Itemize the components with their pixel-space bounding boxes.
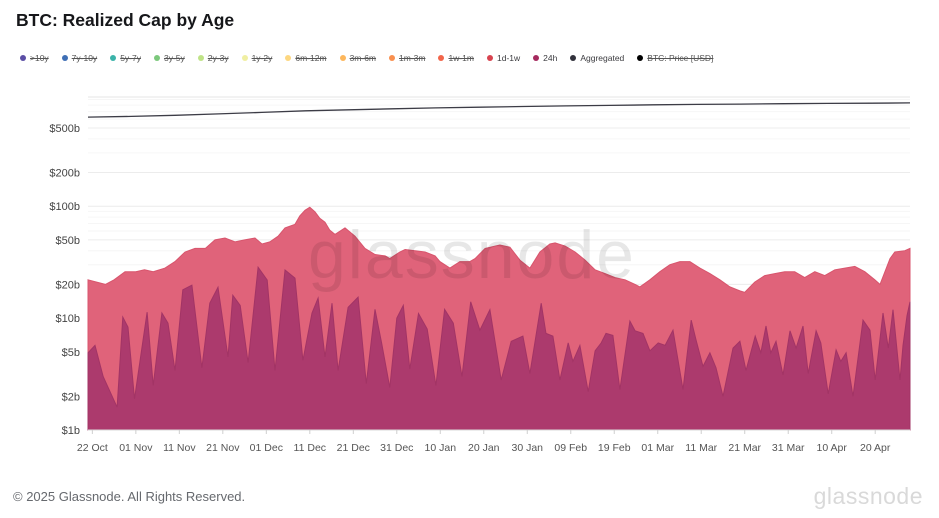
svg-text:10 Jan: 10 Jan	[425, 442, 457, 454]
svg-text:22 Oct: 22 Oct	[77, 442, 108, 454]
legend-item-3y-5y[interactable]: 3y-5y	[153, 53, 185, 63]
svg-text:$10b: $10b	[56, 313, 80, 325]
legend-item-btc-price-usd-[interactable]: BTC: Price [USD]	[637, 53, 713, 63]
legend-item-7y-10y[interactable]: 7y-10y	[61, 53, 98, 63]
legend-item-1d-1w[interactable]: 1d-1w	[486, 53, 521, 63]
legend-item-label: 1d-1w	[496, 53, 521, 63]
legend-item-label: BTC: Price [USD]	[647, 53, 714, 63]
legend-item-2y-3y[interactable]: 2y-3y	[197, 53, 229, 63]
legend-item-label: 1w-1m	[448, 53, 474, 63]
svg-text:$5b: $5b	[62, 347, 80, 359]
legend-item-3m-6m[interactable]: 3m-6m	[339, 53, 377, 63]
chart-legend: >10y 7y-10y 5y-7y 3y-5y 2y-3y 1y-2y 6m-12m 3m-6…	[20, 53, 713, 63]
svg-text:31 Mar: 31 Mar	[772, 442, 805, 454]
svg-text:11 Dec: 11 Dec	[294, 442, 327, 454]
area-24h	[87, 265, 911, 431]
y-axis-labels: $500b $200b $100b $50b $20b $10b $5b $2b $1b	[49, 123, 80, 437]
legend-item-5y-7y[interactable]: 5y-7y	[110, 53, 141, 63]
svg-text:$20b: $20b	[56, 279, 80, 291]
svg-text:20 Jan: 20 Jan	[468, 442, 500, 454]
legend-item-label: 6m-12m	[295, 53, 327, 63]
svg-text:20 Apr: 20 Apr	[860, 442, 891, 454]
legend-item-label: Aggregated	[580, 53, 625, 63]
chart-hover-region[interactable]	[88, 97, 910, 430]
svg-text:21 Dec: 21 Dec	[337, 442, 370, 454]
svg-text:$100b: $100b	[49, 201, 80, 213]
svg-text:11 Nov: 11 Nov	[163, 442, 196, 454]
legend-item-label: >10y	[30, 53, 49, 63]
svg-text:19 Feb: 19 Feb	[598, 442, 631, 454]
svg-text:01 Dec: 01 Dec	[250, 442, 283, 454]
legend-dot	[110, 55, 117, 61]
legend-dot	[285, 55, 292, 61]
legend-dot	[61, 55, 68, 61]
legend-item-label: 7y-10y	[71, 53, 98, 63]
glassnode-logo: glassnode	[813, 483, 923, 509]
legend-dot	[486, 55, 493, 61]
svg-text:10 Apr: 10 Apr	[817, 442, 848, 454]
legend-item-24h[interactable]: 24h	[533, 53, 557, 63]
legend-item-label: 2y-3y	[207, 53, 229, 63]
legend-dot	[389, 55, 396, 61]
svg-text:$200b: $200b	[49, 168, 80, 180]
legend-dot	[570, 55, 577, 61]
legend-dot	[637, 55, 644, 61]
footer-copyright: © 2025 Glassnode. All Rights Reserved.	[13, 489, 246, 504]
svg-text:01 Mar: 01 Mar	[641, 442, 674, 454]
legend-dot	[20, 55, 26, 61]
legend-item-label: 3y-5y	[163, 53, 185, 63]
legend-item-label: 1m-3m	[399, 53, 426, 63]
svg-text:21 Nov: 21 Nov	[206, 442, 240, 454]
legend-item-aggregated[interactable]: Aggregated	[570, 53, 624, 63]
svg-text:11 Mar: 11 Mar	[685, 442, 717, 454]
svg-text:$2b: $2b	[62, 391, 80, 403]
svg-text:09 Feb: 09 Feb	[554, 442, 587, 454]
legend-item-6m-12m[interactable]: 6m-12m	[285, 53, 327, 63]
legend-dot	[438, 55, 445, 61]
svg-text:31 Dec: 31 Dec	[380, 442, 413, 454]
legend-item-1w-1m[interactable]: 1w-1m	[438, 53, 474, 63]
svg-text:$50b: $50b	[56, 235, 80, 247]
legend-dot	[197, 55, 204, 61]
svg-text:30 Jan: 30 Jan	[512, 442, 544, 454]
legend-item-1y-2y[interactable]: 1y-2y	[241, 53, 273, 63]
legend-item--10y[interactable]: >10y	[20, 53, 49, 63]
x-axis-labels: 22 Oct 01 Nov 11 Nov 21 Nov 01 Dec 11 Dec 21 D…	[77, 430, 891, 454]
line-aggregated	[87, 102, 911, 118]
legend-dot	[241, 55, 248, 61]
svg-text:01 Nov: 01 Nov	[119, 442, 153, 454]
legend-dot	[339, 55, 346, 61]
legend-item-label: 24h	[543, 53, 558, 63]
legend-item-label: 3m-6m	[349, 53, 377, 63]
svg-text:$1b: $1b	[62, 425, 80, 437]
svg-text:21 Mar: 21 Mar	[728, 442, 761, 454]
svg-text:$500b: $500b	[49, 123, 80, 135]
legend-dot	[533, 55, 540, 61]
legend-item-label: 5y-7y	[120, 53, 141, 63]
page-title: BTC: Realized Cap by Age	[16, 10, 235, 30]
legend-dot	[153, 55, 160, 61]
legend-item-1m-3m[interactable]: 1m-3m	[389, 53, 425, 63]
legend-item-label: 1y-2y	[251, 53, 273, 63]
